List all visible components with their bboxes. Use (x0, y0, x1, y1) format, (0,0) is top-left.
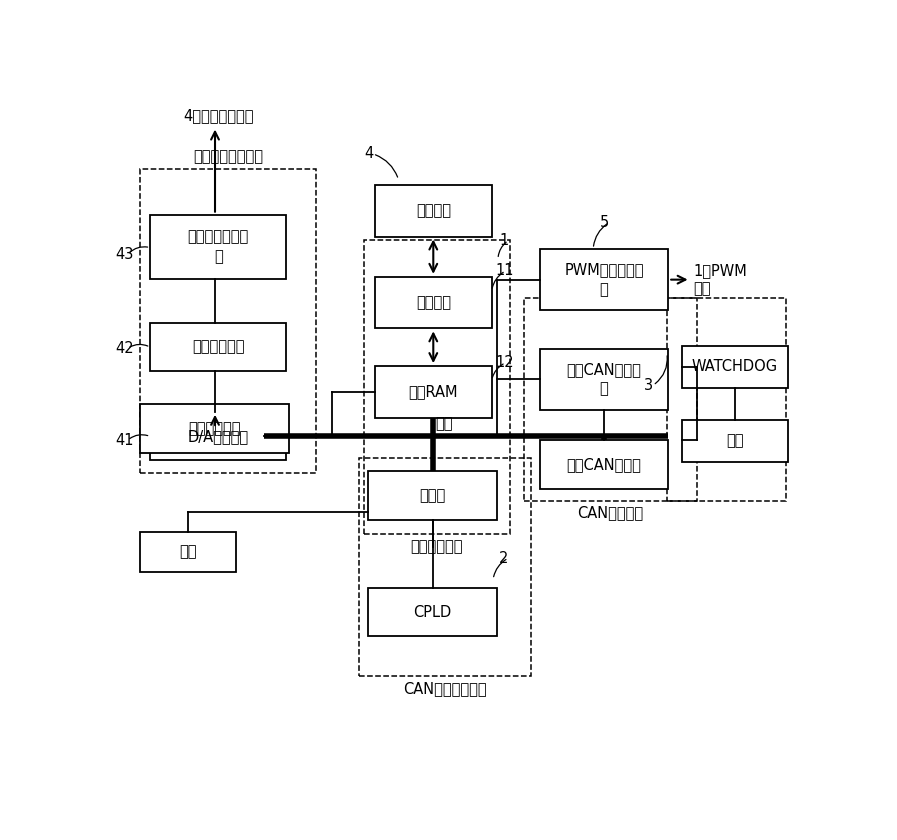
Text: 41: 41 (116, 433, 134, 448)
Text: 隔离运放模块: 隔离运放模块 (192, 339, 244, 354)
Bar (540, 249, 668, 310)
Text: 晶振: 晶振 (727, 433, 744, 449)
Text: 外部总线: 外部总线 (416, 203, 451, 218)
Text: 总线: 总线 (435, 416, 452, 431)
Bar (359, 458, 531, 676)
Text: CAN通信单元: CAN通信单元 (578, 505, 644, 520)
Text: 晶振: 晶振 (179, 544, 196, 559)
Bar (140, 404, 290, 453)
Text: D/A转换模块: D/A转换模块 (187, 428, 248, 444)
Bar (375, 366, 492, 417)
Bar (375, 276, 492, 328)
Text: PWM信号输出单
元: PWM信号输出单 元 (564, 262, 644, 297)
Text: 4: 4 (364, 146, 374, 161)
Text: 总线驱动: 总线驱动 (416, 295, 451, 310)
Text: 4路电流信号输出: 4路电流信号输出 (183, 108, 254, 123)
Bar (666, 298, 787, 501)
Bar (364, 240, 509, 534)
Bar (368, 588, 497, 637)
Bar (140, 169, 316, 473)
Text: 42: 42 (116, 341, 135, 356)
Text: 43: 43 (116, 247, 134, 262)
Text: 5: 5 (600, 215, 609, 230)
Text: 11: 11 (496, 264, 514, 278)
Text: 总线接口单元: 总线接口单元 (411, 538, 463, 554)
Text: 数字输出变换: 数字输出变换 (188, 421, 241, 436)
Text: 电流信号输出单元: 电流信号输出单元 (193, 150, 263, 164)
Text: 单片机: 单片机 (419, 488, 446, 503)
Text: WATCHDOG: WATCHDOG (692, 360, 778, 375)
Text: 电压电流转换模
块: 电压电流转换模 块 (187, 229, 248, 265)
Text: 2: 2 (500, 550, 509, 565)
Text: 两路CAN控制器: 两路CAN控制器 (567, 457, 641, 472)
Text: 1: 1 (500, 233, 509, 248)
Bar (524, 298, 698, 501)
Bar (540, 349, 668, 410)
Text: 1路PWM
输出: 1路PWM 输出 (693, 263, 747, 297)
Bar (375, 185, 492, 237)
Bar (682, 420, 788, 462)
Bar (151, 323, 286, 371)
Text: 3: 3 (644, 378, 653, 393)
Text: 12: 12 (496, 355, 515, 370)
Text: 双口RAM: 双口RAM (408, 385, 458, 399)
Bar (540, 440, 668, 489)
Bar (682, 346, 788, 388)
Text: CPLD: CPLD (414, 605, 451, 620)
Bar (151, 215, 286, 280)
Bar (151, 412, 286, 460)
Text: CAN协议解析单元: CAN协议解析单元 (404, 681, 487, 696)
Bar (368, 471, 497, 520)
Text: 两路CAN通信接
口: 两路CAN通信接 口 (567, 362, 641, 396)
Bar (140, 532, 236, 572)
